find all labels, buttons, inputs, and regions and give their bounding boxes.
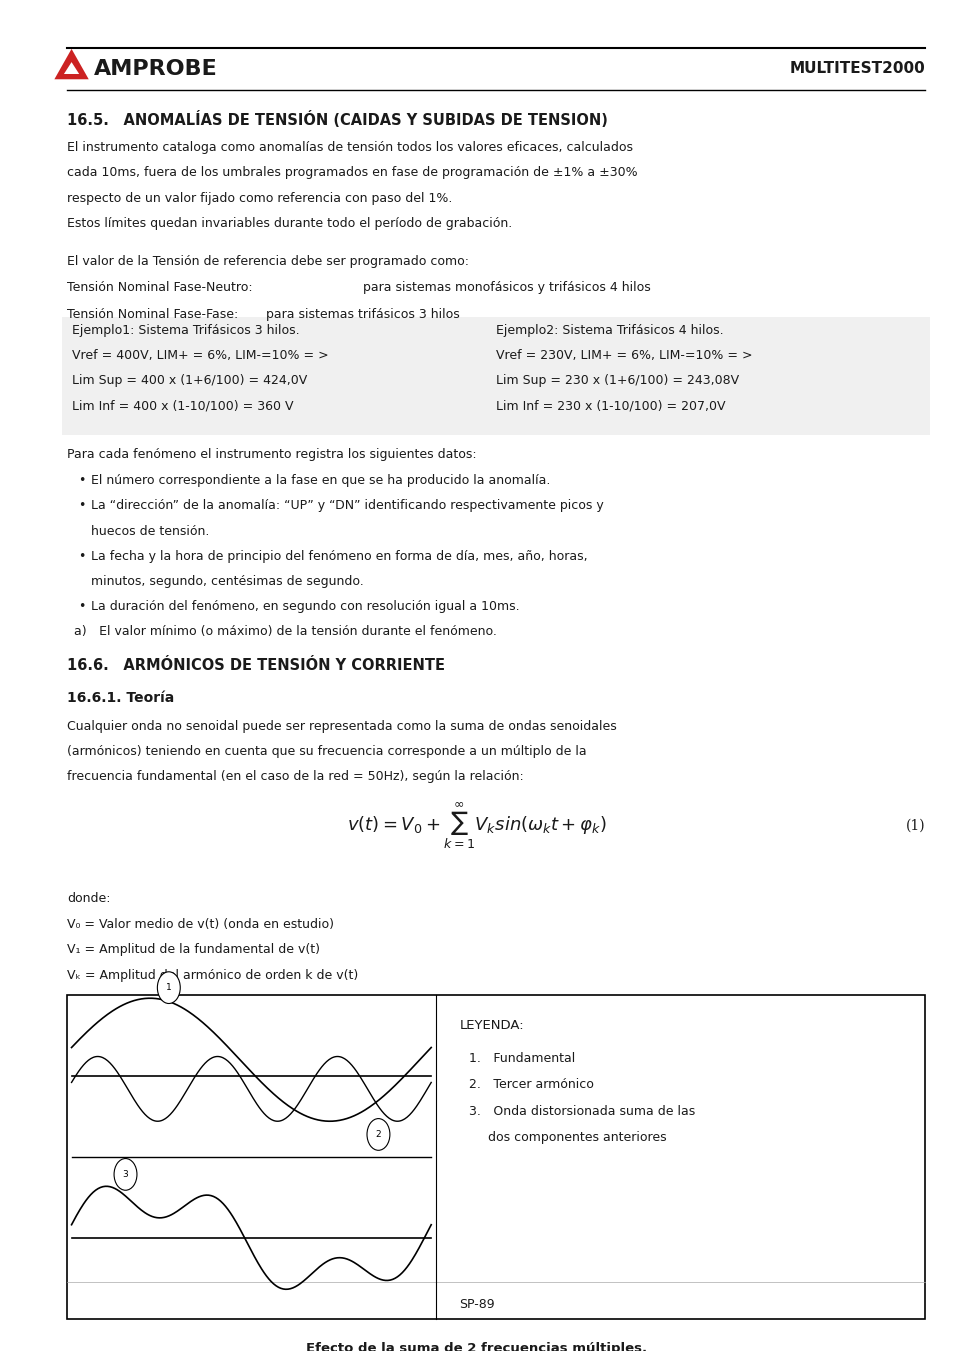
Text: SP-89: SP-89	[458, 1297, 495, 1310]
Text: 16.6.1. Teoría: 16.6.1. Teoría	[67, 692, 173, 705]
Text: La “dirección” de la anomalía: “UP” y “DN” identificando respectivamente picos y: La “dirección” de la anomalía: “UP” y “D…	[91, 500, 602, 512]
Text: Tensión Nominal Fase-Fase:: Tensión Nominal Fase-Fase:	[67, 308, 238, 322]
Circle shape	[367, 1119, 390, 1150]
Text: huecos de tensión.: huecos de tensión.	[91, 524, 209, 538]
Text: La fecha y la hora de principio del fenómeno en forma de día, mes, año, horas,: La fecha y la hora de principio del fenó…	[91, 550, 587, 562]
Text: •: •	[78, 600, 86, 613]
Text: $v(t) = V_0 + \sum_{k=1}^{\infty} V_k sin(\omega_k t + \varphi_k)$: $v(t) = V_0 + \sum_{k=1}^{\infty} V_k si…	[347, 800, 606, 851]
Text: frecuencia fundamental (en el caso de la red = 50Hz), según la relación:: frecuencia fundamental (en el caso de la…	[67, 770, 523, 784]
Text: 1: 1	[166, 984, 172, 992]
Text: Lim Sup = 400 x (1+6/100) = 424,0V: Lim Sup = 400 x (1+6/100) = 424,0V	[71, 374, 307, 386]
Text: (armónicos) teniendo en cuenta que su frecuencia corresponde a un múltiplo de la: (armónicos) teniendo en cuenta que su fr…	[67, 746, 586, 758]
FancyBboxPatch shape	[62, 317, 929, 435]
Text: donde:: donde:	[67, 892, 111, 905]
Text: 2. Tercer armónico: 2. Tercer armónico	[469, 1078, 594, 1092]
Text: Efecto de la suma de 2 frecuencias múltiples.: Efecto de la suma de 2 frecuencias múlti…	[306, 1343, 647, 1351]
Text: 16.5. ANOMALÍAS DE TENSIÓN (CAIDAS Y SUBIDAS DE TENSION): 16.5. ANOMALÍAS DE TENSIÓN (CAIDAS Y SUB…	[67, 111, 607, 128]
Text: dos componentes anteriores: dos componentes anteriores	[488, 1131, 666, 1144]
Text: 2: 2	[375, 1129, 381, 1139]
Text: V₀ = Valor medio de v(t) (onda en estudio): V₀ = Valor medio de v(t) (onda en estudi…	[67, 919, 334, 931]
Text: 1. Fundamental: 1. Fundamental	[469, 1052, 575, 1065]
Text: Tensión Nominal Fase-Neutro:: Tensión Nominal Fase-Neutro:	[67, 281, 253, 295]
Text: a) El valor mínimo (o máximo) de la tensión durante el fenómeno.: a) El valor mínimo (o máximo) de la tens…	[74, 626, 497, 638]
Text: 16.6. ARMÓNICOS DE TENSIÓN Y CORRIENTE: 16.6. ARMÓNICOS DE TENSIÓN Y CORRIENTE	[67, 658, 444, 673]
Text: •: •	[78, 550, 86, 562]
Text: 3: 3	[123, 1170, 129, 1179]
Text: MULTITEST2000: MULTITEST2000	[789, 61, 924, 76]
Text: respecto de un valor fijado como referencia con paso del 1%.: respecto de un valor fijado como referen…	[67, 192, 452, 204]
Text: Ejemplo1: Sistema Trifásicos 3 hilos.: Ejemplo1: Sistema Trifásicos 3 hilos.	[71, 324, 299, 336]
Text: •: •	[78, 500, 86, 512]
Text: Vₖ = Amplitud del armónico de orden k de v(t): Vₖ = Amplitud del armónico de orden k de…	[67, 969, 357, 982]
Text: El valor de la Tensión de referencia debe ser programado como:: El valor de la Tensión de referencia deb…	[67, 255, 468, 267]
Text: Estos límites quedan invariables durante todo el período de grabación.: Estos límites quedan invariables durante…	[67, 216, 512, 230]
Circle shape	[114, 1159, 137, 1190]
Polygon shape	[64, 62, 79, 74]
Text: minutos, segundo, centésimas de segundo.: minutos, segundo, centésimas de segundo.	[91, 574, 363, 588]
Text: La duración del fenómeno, en segundo con resolución igual a 10ms.: La duración del fenómeno, en segundo con…	[91, 600, 518, 613]
Text: Vref = 230V, LIM+ = 6%, LIM-=10% = >: Vref = 230V, LIM+ = 6%, LIM-=10% = >	[496, 349, 752, 362]
Text: cada 10ms, fuera de los umbrales programados en fase de programación de ±1% a ±3: cada 10ms, fuera de los umbrales program…	[67, 166, 637, 180]
Text: Lim Inf = 400 x (1-10/100) = 360 V: Lim Inf = 400 x (1-10/100) = 360 V	[71, 399, 293, 412]
Text: El número correspondiente a la fase en que se ha producido la anomalía.: El número correspondiente a la fase en q…	[91, 474, 550, 488]
Text: Ejemplo2: Sistema Trifásicos 4 hilos.: Ejemplo2: Sistema Trifásicos 4 hilos.	[496, 324, 723, 336]
Text: para sistemas trifásicos 3 hilos: para sistemas trifásicos 3 hilos	[265, 308, 459, 322]
Text: (1): (1)	[904, 819, 924, 832]
Text: Lim Sup = 230 x (1+6/100) = 243,08V: Lim Sup = 230 x (1+6/100) = 243,08V	[496, 374, 739, 386]
Text: Para cada fenómeno el instrumento registra los siguientes datos:: Para cada fenómeno el instrumento regist…	[67, 449, 476, 461]
Text: 3. Onda distorsionada suma de las: 3. Onda distorsionada suma de las	[469, 1105, 695, 1117]
Text: El instrumento cataloga como anomalías de tensión todos los valores eficaces, ca: El instrumento cataloga como anomalías d…	[67, 142, 632, 154]
Text: V₁ = Amplitud de la fundamental de v(t): V₁ = Amplitud de la fundamental de v(t)	[67, 943, 319, 957]
Text: Lim Inf = 230 x (1-10/100) = 207,0V: Lim Inf = 230 x (1-10/100) = 207,0V	[496, 399, 725, 412]
Circle shape	[157, 971, 180, 1004]
FancyBboxPatch shape	[67, 994, 924, 1319]
Text: Cualquier onda no senoidal puede ser representada como la suma de ondas senoidal: Cualquier onda no senoidal puede ser rep…	[67, 720, 616, 734]
Text: LEYENDA:: LEYENDA:	[459, 1019, 524, 1032]
Text: Vref = 400V, LIM+ = 6%, LIM-=10% = >: Vref = 400V, LIM+ = 6%, LIM-=10% = >	[71, 349, 328, 362]
Text: AMPROBE: AMPROBE	[93, 58, 217, 78]
Text: •: •	[78, 474, 86, 488]
Polygon shape	[54, 49, 89, 80]
Text: para sistemas monofásicos y trifásicos 4 hilos: para sistemas monofásicos y trifásicos 4…	[362, 281, 650, 295]
